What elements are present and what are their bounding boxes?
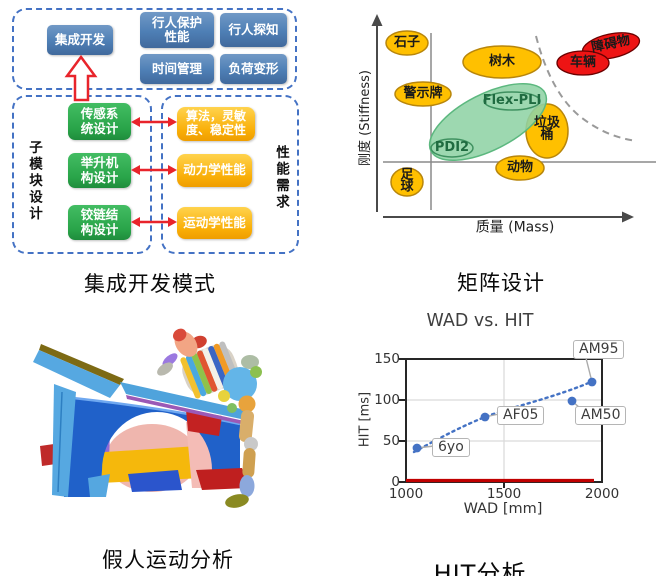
box-dynamics-performance: 动力学性能 [177, 154, 252, 187]
leader-am95 [585, 357, 593, 383]
y-axis-arrow-icon [371, 14, 383, 26]
label-pdi2: PDI2 [434, 139, 470, 155]
label-stones: 石子 [393, 34, 421, 50]
box-hinge-structure-design: 铰链结 构设计 [68, 205, 131, 240]
performance-requirement-label: 性能需求 [273, 145, 289, 211]
panel-matrix-design: 石子 树木 障碍物 车辆 警示牌 Flex-PLI 垃圾 桶 PDI2 动物 足… [330, 0, 661, 300]
crash-simulation-image [33, 328, 262, 508]
panel-dummy-kinematics: 假人运动分析 [0, 300, 330, 576]
point-6yo [412, 443, 422, 453]
box-lift-mechanism-design: 举升机 构设计 [68, 153, 131, 188]
submodule-design-label: 子模块设计 [26, 140, 42, 223]
mass-axis-label: 质量 (Mass) [475, 219, 555, 236]
chart-title: WAD vs. HIT [426, 311, 534, 331]
callout-6yo: 6yo [432, 438, 470, 457]
box-sensing-system-design: 传感系 统设计 [68, 103, 131, 140]
caption-dummy-kinematics: 假人运动分析 [102, 548, 234, 572]
dashed-group-top [12, 8, 297, 90]
label-trees: 树木 [488, 53, 516, 69]
box-time-management: 时间管理 [140, 54, 214, 84]
point-am95 [587, 377, 597, 387]
panel-wad-hit-chart: WAD vs. HIT 150 100 50 0 1000 150 [330, 300, 661, 576]
callout-am95: AM95 [573, 340, 625, 359]
label-obstacles: 障碍物 [590, 32, 632, 56]
dummy-head [173, 328, 198, 357]
callout-am50: AM50 [575, 406, 627, 425]
point-am50 [567, 396, 577, 406]
label-football: 足 球 [400, 167, 414, 195]
stiffness-axis-label: 刚度 (Stiffness) [357, 70, 373, 166]
box-pedestrian-protection: 行人保护 性能 [140, 12, 214, 48]
label-vehicles: 车辆 [569, 54, 597, 70]
callout-af05: AF05 [497, 406, 545, 425]
x-tick-1500: 1500 [486, 486, 522, 502]
x-tick-2000: 2000 [584, 486, 620, 502]
y-tick-0: 0 [391, 474, 400, 490]
caption-hit-analysis: HIT分析 [433, 560, 527, 576]
caption-matrix-design: 矩阵设计 [457, 271, 545, 295]
label-trash-can: 垃圾 桶 [533, 115, 561, 143]
box-algorithm-sensitivity: 算法，灵敏 度、稳定性 [177, 107, 255, 141]
box-load-deformation: 负荷变形 [220, 54, 287, 84]
y-tick-50: 50 [382, 433, 400, 449]
pedestrian-dummy [157, 328, 262, 508]
point-af05 [480, 412, 490, 422]
label-flex-pli: Flex-PLI [482, 92, 542, 108]
x-axis-arrow-icon [622, 211, 634, 223]
box-pedestrian-detection: 行人探知 [220, 13, 287, 47]
y-tick-100: 100 [374, 392, 400, 408]
box-integrated-development: 集成开发 [47, 25, 113, 55]
y-tick-150: 150 [374, 351, 400, 367]
wad-axis-label: WAD [mm] [463, 501, 543, 517]
panel-integrated-development: 集成开发 行人保护 性能 行人探知 时间管理 负荷变形 传感系 统设计 举升机 … [0, 0, 330, 300]
dashed-group-requirements [161, 95, 299, 254]
label-warning-sign: 警示牌 [403, 85, 443, 101]
x-tick-1000: 1000 [388, 486, 424, 502]
caption-integrated-development: 集成开发模式 [84, 272, 216, 296]
box-kinematics-performance: 运动学性能 [177, 207, 252, 239]
label-animals: 动物 [506, 159, 534, 175]
hit-axis-label: HIT [ms] [357, 391, 373, 448]
